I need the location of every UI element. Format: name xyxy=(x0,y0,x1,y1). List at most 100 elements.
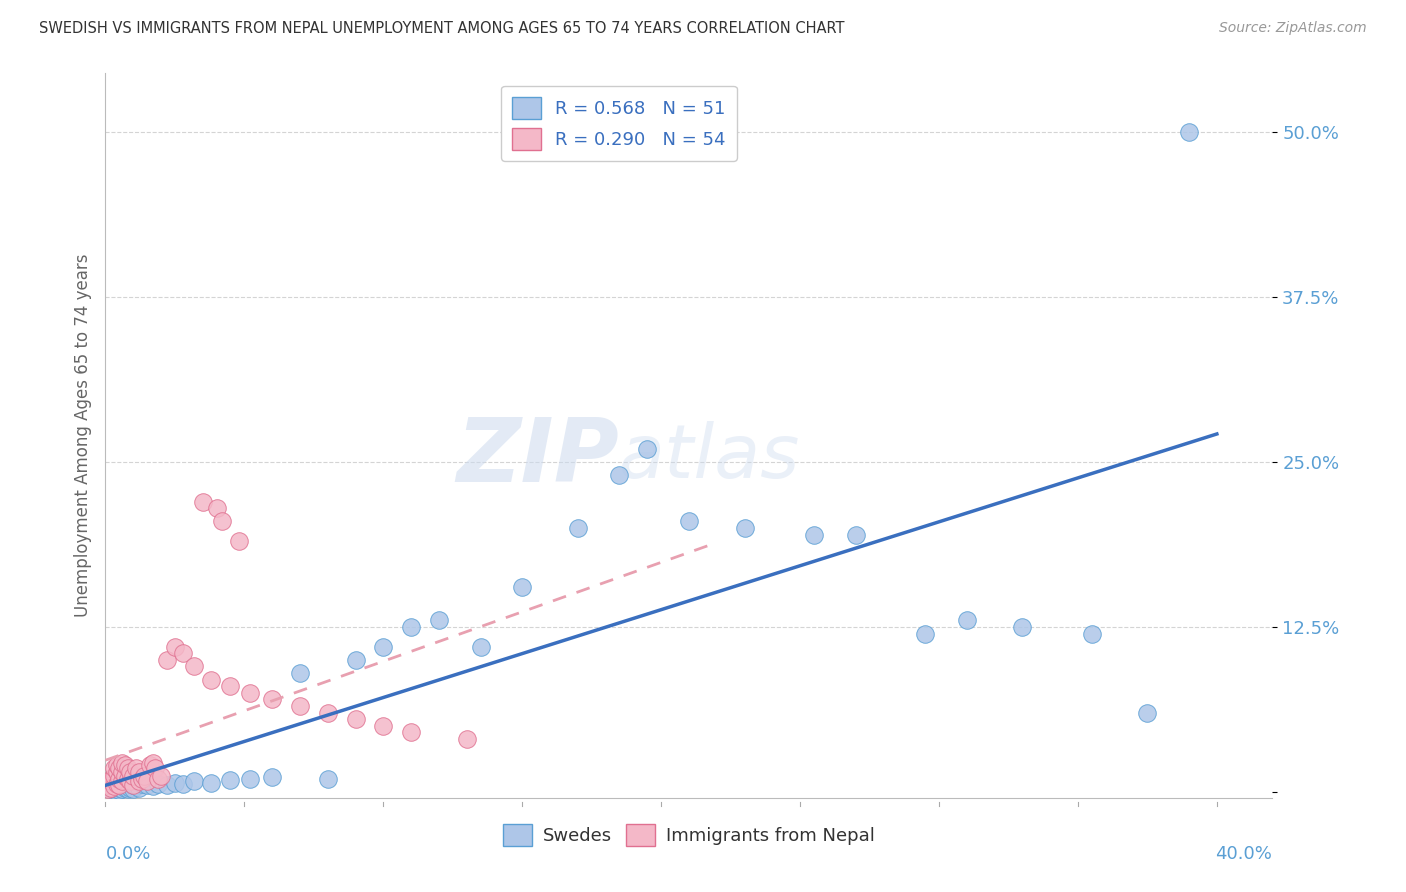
Point xyxy=(105,782,128,797)
Point xyxy=(122,778,145,792)
Text: 40.0%: 40.0% xyxy=(1216,846,1272,863)
Point xyxy=(103,761,125,775)
Point xyxy=(239,686,262,700)
Point xyxy=(678,515,700,529)
Point xyxy=(956,613,979,627)
Point xyxy=(344,653,367,667)
Point xyxy=(803,527,825,541)
Point xyxy=(111,774,134,789)
Point xyxy=(105,780,128,794)
Point xyxy=(219,772,242,787)
Point xyxy=(200,673,222,687)
Point xyxy=(136,774,159,789)
Point xyxy=(108,772,131,786)
Point xyxy=(120,774,142,789)
Point xyxy=(150,769,173,783)
Point xyxy=(191,494,214,508)
Text: 0.0%: 0.0% xyxy=(105,846,150,863)
Point xyxy=(914,626,936,640)
Point xyxy=(139,758,162,772)
Point xyxy=(108,778,131,792)
Point xyxy=(510,580,533,594)
Point xyxy=(228,534,250,549)
Point xyxy=(122,778,145,792)
Point xyxy=(134,769,156,783)
Point xyxy=(136,778,159,792)
Point xyxy=(108,780,131,795)
Legend: Swedes, Immigrants from Nepal: Swedes, Immigrants from Nepal xyxy=(496,817,882,853)
Point xyxy=(219,679,242,693)
Point xyxy=(163,640,186,654)
Point xyxy=(108,761,131,775)
Point xyxy=(183,659,205,673)
Point xyxy=(344,712,367,726)
Point xyxy=(100,780,122,795)
Point xyxy=(122,769,145,783)
Point xyxy=(114,769,136,783)
Point xyxy=(114,780,136,795)
Point xyxy=(239,772,262,786)
Point xyxy=(120,764,142,779)
Point xyxy=(262,770,284,784)
Point xyxy=(131,772,153,786)
Point xyxy=(155,653,177,667)
Point xyxy=(100,782,122,797)
Point xyxy=(183,774,205,789)
Point xyxy=(567,521,589,535)
Point xyxy=(117,761,139,775)
Point xyxy=(399,725,422,739)
Point xyxy=(131,777,153,791)
Point xyxy=(103,769,125,783)
Point xyxy=(155,778,177,792)
Point xyxy=(103,783,125,797)
Point xyxy=(128,764,150,779)
Point xyxy=(845,527,868,541)
Point xyxy=(205,501,228,516)
Point xyxy=(373,640,395,654)
Point xyxy=(399,620,422,634)
Point xyxy=(114,758,136,772)
Point xyxy=(114,780,136,794)
Point xyxy=(1081,626,1104,640)
Point xyxy=(97,782,120,797)
Point xyxy=(636,442,658,456)
Point xyxy=(163,775,186,789)
Point xyxy=(316,706,339,720)
Point xyxy=(111,782,134,797)
Point xyxy=(111,764,134,779)
Point xyxy=(211,515,233,529)
Point xyxy=(103,780,125,794)
Point xyxy=(142,780,165,794)
Point xyxy=(100,772,122,786)
Point xyxy=(108,783,131,797)
Point xyxy=(120,780,142,795)
Text: ZIP: ZIP xyxy=(456,414,619,501)
Text: atlas: atlas xyxy=(619,422,800,493)
Point xyxy=(111,778,134,792)
Point xyxy=(105,764,128,779)
Point xyxy=(100,774,122,789)
Point xyxy=(373,719,395,733)
Point xyxy=(145,761,167,775)
Point xyxy=(128,774,150,789)
Text: SWEDISH VS IMMIGRANTS FROM NEPAL UNEMPLOYMENT AMONG AGES 65 TO 74 YEARS CORRELAT: SWEDISH VS IMMIGRANTS FROM NEPAL UNEMPLO… xyxy=(39,21,845,36)
Text: Source: ZipAtlas.com: Source: ZipAtlas.com xyxy=(1219,21,1367,35)
Point xyxy=(262,692,284,706)
Point xyxy=(105,777,128,791)
Point xyxy=(125,780,148,794)
Point xyxy=(142,756,165,770)
Point xyxy=(122,782,145,797)
Point xyxy=(1178,126,1201,140)
Point xyxy=(609,468,631,483)
Point xyxy=(172,777,194,791)
Point xyxy=(470,640,492,654)
Point xyxy=(125,761,148,775)
Point xyxy=(316,772,339,786)
Point xyxy=(288,699,311,714)
Point xyxy=(117,777,139,791)
Point xyxy=(103,780,125,795)
Point xyxy=(1136,706,1159,720)
Point xyxy=(734,521,756,535)
Point xyxy=(1011,620,1033,634)
Point xyxy=(111,756,134,770)
